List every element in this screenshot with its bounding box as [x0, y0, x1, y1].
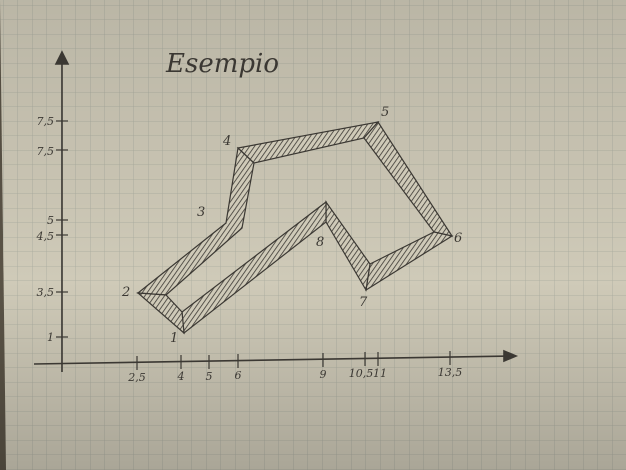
vertex-label-5: 5: [381, 105, 389, 120]
y-tick-label: 5: [47, 214, 54, 227]
x-tick-label: 4: [177, 370, 185, 383]
x-tick-label: 13,5: [438, 366, 463, 379]
vertex-label-8: 8: [316, 235, 324, 250]
x-tick-label: 11: [373, 367, 387, 380]
x-tick-label: 5: [206, 370, 213, 383]
x-tick-label: 6: [235, 369, 242, 382]
y-tick-label: 7,5: [37, 145, 55, 158]
vertex-label-7: 7: [359, 295, 368, 310]
y-tick-labels: 1 3,5 4,5 5 7,5 7,5: [36, 115, 55, 344]
x-tick-label: 2,5: [127, 371, 146, 384]
y-ticks: [56, 120, 68, 338]
drawing-title: Esempio: [165, 49, 279, 79]
vertex-label-2: 2: [121, 285, 130, 300]
vertex-label-4: 4: [222, 134, 231, 149]
y-tick-label: 1: [47, 331, 54, 344]
y-tick-label: 3,5: [37, 286, 55, 299]
x-tick-labels: 2,5 4 5 6 9 10,5 11 13,5: [127, 366, 462, 384]
x-tick-label: 9: [320, 368, 327, 381]
vertex-label-3: 3: [197, 205, 205, 220]
y-tick-label: 4,5: [36, 230, 55, 243]
shape-band: [136, 121, 454, 335]
x-ticks: [136, 351, 451, 370]
vertex-labels: 1 2 3 4 5 6 7 8: [121, 105, 462, 346]
band-segment-1-2: [136, 292, 185, 335]
y-axis: [54, 50, 70, 372]
vertex-label-6: 6: [454, 231, 462, 246]
x-axis: [33, 349, 519, 365]
y-tick-label: 7,5: [37, 115, 55, 128]
vertex-label-1: 1: [170, 331, 178, 346]
x-tick-label: 10,5: [349, 367, 374, 380]
